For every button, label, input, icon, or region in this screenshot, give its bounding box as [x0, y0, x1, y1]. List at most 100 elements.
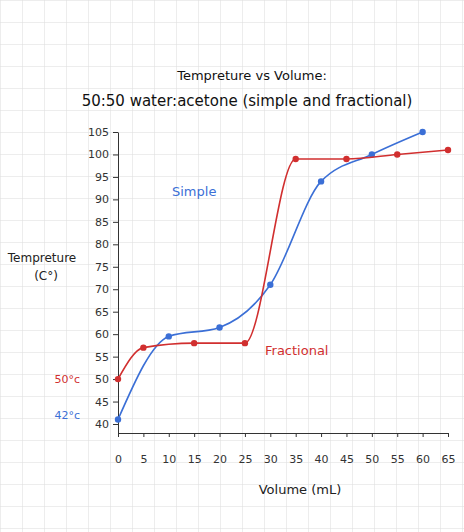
series-point: [191, 340, 197, 346]
x-tick-mark: [169, 433, 170, 437]
y-tick: 50: [95, 373, 118, 386]
y-tick: 70: [95, 283, 118, 296]
series-point: [394, 151, 400, 157]
y-tick-label: 80: [95, 238, 109, 251]
x-tick-mark: [296, 433, 297, 437]
x-tick-label: 45: [340, 453, 354, 466]
series-point: [343, 156, 349, 162]
x-tick-mark: [397, 433, 398, 437]
y-tick-mark: [113, 289, 118, 290]
x-tick-label: 10: [162, 453, 176, 466]
y-tick-mark: [113, 199, 118, 200]
series-point: [140, 344, 146, 350]
series-point: [267, 282, 273, 288]
y-tick-mark: [113, 402, 118, 403]
y-tick: 100: [88, 148, 118, 161]
x-tick-label: 55: [391, 453, 405, 466]
annotation: 42°c: [54, 409, 80, 422]
series-point: [216, 324, 222, 330]
x-tick-label: 15: [188, 453, 202, 466]
y-tick-mark: [113, 357, 118, 358]
x-tick-mark: [270, 433, 271, 437]
y-tick-mark: [113, 154, 118, 155]
x-tick-mark: [423, 433, 424, 437]
y-tick-mark: [113, 244, 118, 245]
subtitle: 50:50 water:acetone (simple and fraction…: [82, 92, 413, 110]
series-label: Fractional: [265, 343, 328, 358]
series-point: [115, 416, 121, 422]
series-point: [419, 129, 425, 135]
paper-grid: [0, 0, 464, 532]
series-point: [292, 156, 298, 162]
y-tick-label: 95: [95, 171, 109, 184]
y-tick: 90: [95, 193, 118, 206]
y-tick-label: 90: [95, 193, 109, 206]
x-tick-label: 60: [416, 453, 430, 466]
x-tick-mark: [194, 433, 195, 437]
y-tick-label: 70: [95, 283, 109, 296]
y-axis-title: Tempreture(C°): [7, 251, 76, 283]
y-tick: 60: [95, 328, 118, 341]
y-tick: 55: [95, 351, 118, 364]
x-tick-mark: [372, 433, 373, 437]
x-tick-mark: [143, 433, 144, 437]
y-tick: 80: [95, 238, 118, 251]
x-tick-mark: [245, 433, 246, 437]
x-tick: 0: [115, 433, 122, 466]
x-tick: 50: [365, 433, 379, 466]
x-tick: 20: [213, 433, 227, 466]
plot-area: [115, 129, 451, 423]
x-axis-title: Volume (mL): [259, 482, 342, 497]
x-tick: 30: [264, 433, 278, 466]
series-point: [445, 147, 451, 153]
y-tick-mark: [113, 222, 118, 223]
x-tick-label: 5: [140, 453, 147, 466]
y-tick-label: 60: [95, 328, 109, 341]
series-point: [242, 340, 248, 346]
y-tick-mark: [113, 312, 118, 313]
y-tick-mark: [113, 424, 118, 425]
x-tick-label: 30: [264, 453, 278, 466]
y-tick-label: 65: [95, 306, 109, 319]
y-tick: 45: [95, 396, 118, 409]
y-tick-label: 45: [95, 396, 109, 409]
y-tick: 65: [95, 306, 118, 319]
x-tick: 40: [315, 433, 329, 466]
y-tick-label: 40: [95, 418, 109, 431]
x-tick-mark: [118, 433, 119, 437]
series-point: [318, 178, 324, 184]
y-tick-mark: [113, 132, 118, 133]
y-tick: 95: [95, 171, 118, 184]
annotation: 50°c: [54, 373, 80, 386]
series-line: [118, 150, 448, 379]
x-tick-label: 20: [213, 453, 227, 466]
x-tick: 35: [289, 433, 303, 466]
y-tick-mark: [113, 177, 118, 178]
y-tick-label: 85: [95, 216, 109, 229]
y-axis-line: [118, 133, 119, 434]
x-tick-label: 35: [289, 453, 303, 466]
series-point: [166, 333, 172, 339]
series-line: [118, 132, 423, 420]
x-tick-label: 40: [315, 453, 329, 466]
x-tick-mark: [448, 433, 449, 437]
x-tick: 65: [442, 433, 456, 466]
x-tick: 25: [238, 433, 252, 466]
x-tick-label: 65: [442, 453, 456, 466]
x-tick: 45: [340, 433, 354, 466]
x-tick-label: 50: [365, 453, 379, 466]
x-tick-mark: [346, 433, 347, 437]
y-tick: 85: [95, 216, 118, 229]
x-axis: 0 5 10 15 20 25 30 35 40 45 50 55 60 65: [115, 433, 456, 466]
y-axis: 404550556065707580859095100105: [88, 126, 119, 433]
chart: Tempreture vs Volume:50:50 water:acetone…: [0, 0, 464, 532]
y-tick-label: 100: [88, 148, 109, 161]
x-tick: 55: [391, 433, 405, 466]
x-axis-line: [119, 433, 449, 434]
x-tick: 15: [188, 433, 202, 466]
x-tick: 60: [416, 433, 430, 466]
x-tick-label: 0: [115, 453, 122, 466]
x-tick: 10: [162, 433, 176, 466]
y-tick-mark: [113, 334, 118, 335]
y-tick-label: 105: [88, 126, 109, 139]
